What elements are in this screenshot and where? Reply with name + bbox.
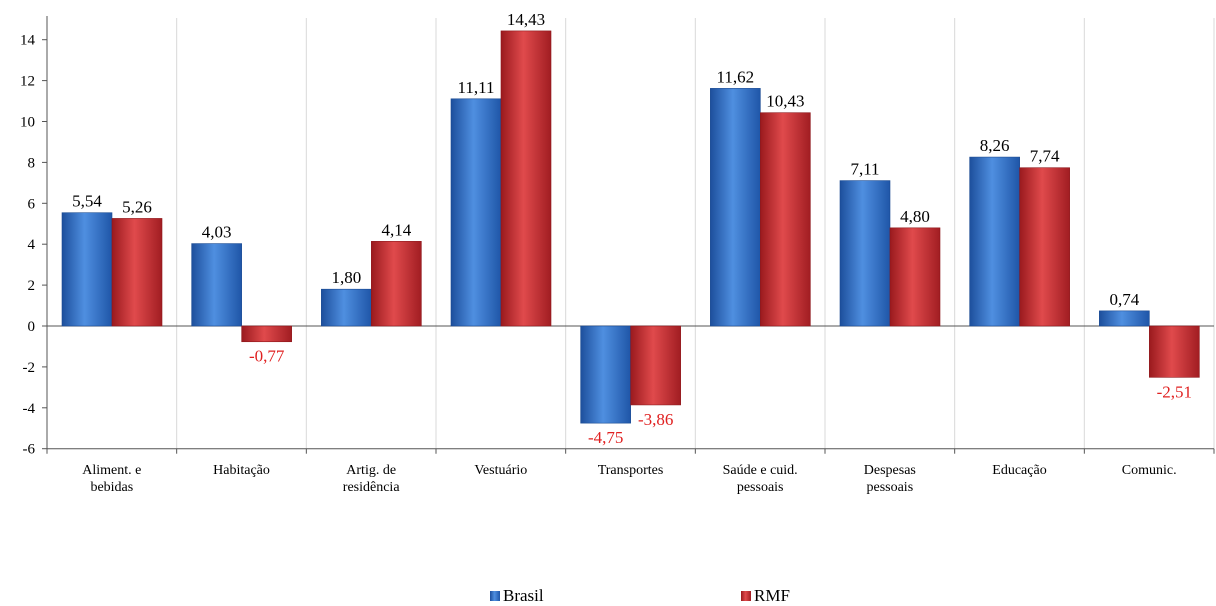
- legend-swatch-brasil: [490, 591, 500, 601]
- bar-rmf-0: [111, 218, 163, 327]
- legend-swatch-rmf: [741, 591, 751, 601]
- category-label: Despesas pessoais: [864, 463, 916, 495]
- category-label: Artig. de residência: [343, 463, 401, 495]
- category-label: Transportes: [598, 463, 664, 478]
- bar-rmf-4: [630, 325, 681, 406]
- data-label: 11,11: [458, 78, 495, 97]
- bar-rmf-7: [1019, 167, 1070, 327]
- legend-label-brasil: Brasil: [503, 586, 544, 605]
- data-label: -3,86: [638, 410, 673, 429]
- data-label: 14,43: [507, 10, 545, 29]
- bar-rmf-8: [1149, 325, 1200, 378]
- category-label: Comunic.: [1122, 463, 1177, 478]
- data-label: 7,74: [1030, 147, 1060, 166]
- bar-brasil-0: [61, 212, 113, 327]
- data-label: 5,54: [72, 192, 102, 211]
- data-label: 1,80: [331, 268, 361, 287]
- data-label: 10,43: [766, 92, 804, 111]
- data-label: 11,62: [717, 67, 755, 86]
- y-tick-label: 2: [28, 278, 36, 294]
- grid-lines: [176, 18, 1215, 449]
- data-label: 5,26: [122, 197, 152, 216]
- category-label: Habitação: [213, 463, 270, 478]
- bar-rmf-6: [889, 227, 941, 327]
- y-tick-label: -6: [23, 442, 36, 458]
- data-label: 4,03: [202, 223, 232, 242]
- data-label: 8,26: [980, 136, 1010, 155]
- bar-brasil-5: [710, 88, 761, 327]
- bar-rmf-2: [371, 241, 422, 327]
- legend-label-rmf: RMF: [754, 586, 790, 605]
- data-labels: 5,54 4,03 1,80 11,11 -4,75 11,62 7,11 8,26 0,74 5…: [72, 10, 1192, 447]
- y-tick-label: 4: [28, 237, 36, 253]
- data-label: 0,74: [1109, 290, 1139, 309]
- y-tick-label: -2: [23, 360, 36, 376]
- category-label: Vestuário: [474, 463, 527, 478]
- data-label: -0,77: [249, 347, 285, 366]
- y-tick-label: 10: [20, 115, 35, 131]
- category-label: Saúde e cuid. pessoais: [723, 463, 798, 495]
- x-category-labels: Aliment. e bebidas Habitação Artig. de resid…: [82, 463, 1176, 495]
- bar-rmf-1: [241, 325, 292, 343]
- bar-brasil-8: [1099, 310, 1150, 327]
- bar-brasil-3: [450, 98, 502, 327]
- bar-rmf-5: [760, 112, 811, 327]
- y-tick-label: 12: [20, 74, 35, 90]
- legend: Brasil RMF: [490, 586, 790, 605]
- bars: [61, 30, 1200, 424]
- data-label: 4,14: [381, 220, 411, 239]
- y-tick-label: 0: [28, 319, 36, 335]
- bar-brasil-2: [321, 288, 372, 327]
- y-tick-label: 14: [20, 33, 36, 49]
- bar-brasil-1: [191, 243, 242, 327]
- bar-brasil-7: [969, 156, 1020, 327]
- bar-brasil-6: [839, 180, 891, 327]
- category-label: Aliment. e bebidas: [82, 463, 141, 495]
- y-tick-label: 6: [28, 196, 36, 212]
- bar-brasil-4: [580, 325, 631, 424]
- data-label: 4,80: [900, 207, 930, 226]
- data-label: -4,75: [588, 428, 623, 447]
- data-label: -2,51: [1157, 382, 1192, 401]
- y-tick-label: 8: [28, 155, 36, 171]
- category-label: Educação: [992, 463, 1046, 478]
- bar-rmf-3: [500, 30, 552, 327]
- data-label: 7,11: [850, 160, 879, 179]
- y-tick-label: -4: [23, 401, 36, 417]
